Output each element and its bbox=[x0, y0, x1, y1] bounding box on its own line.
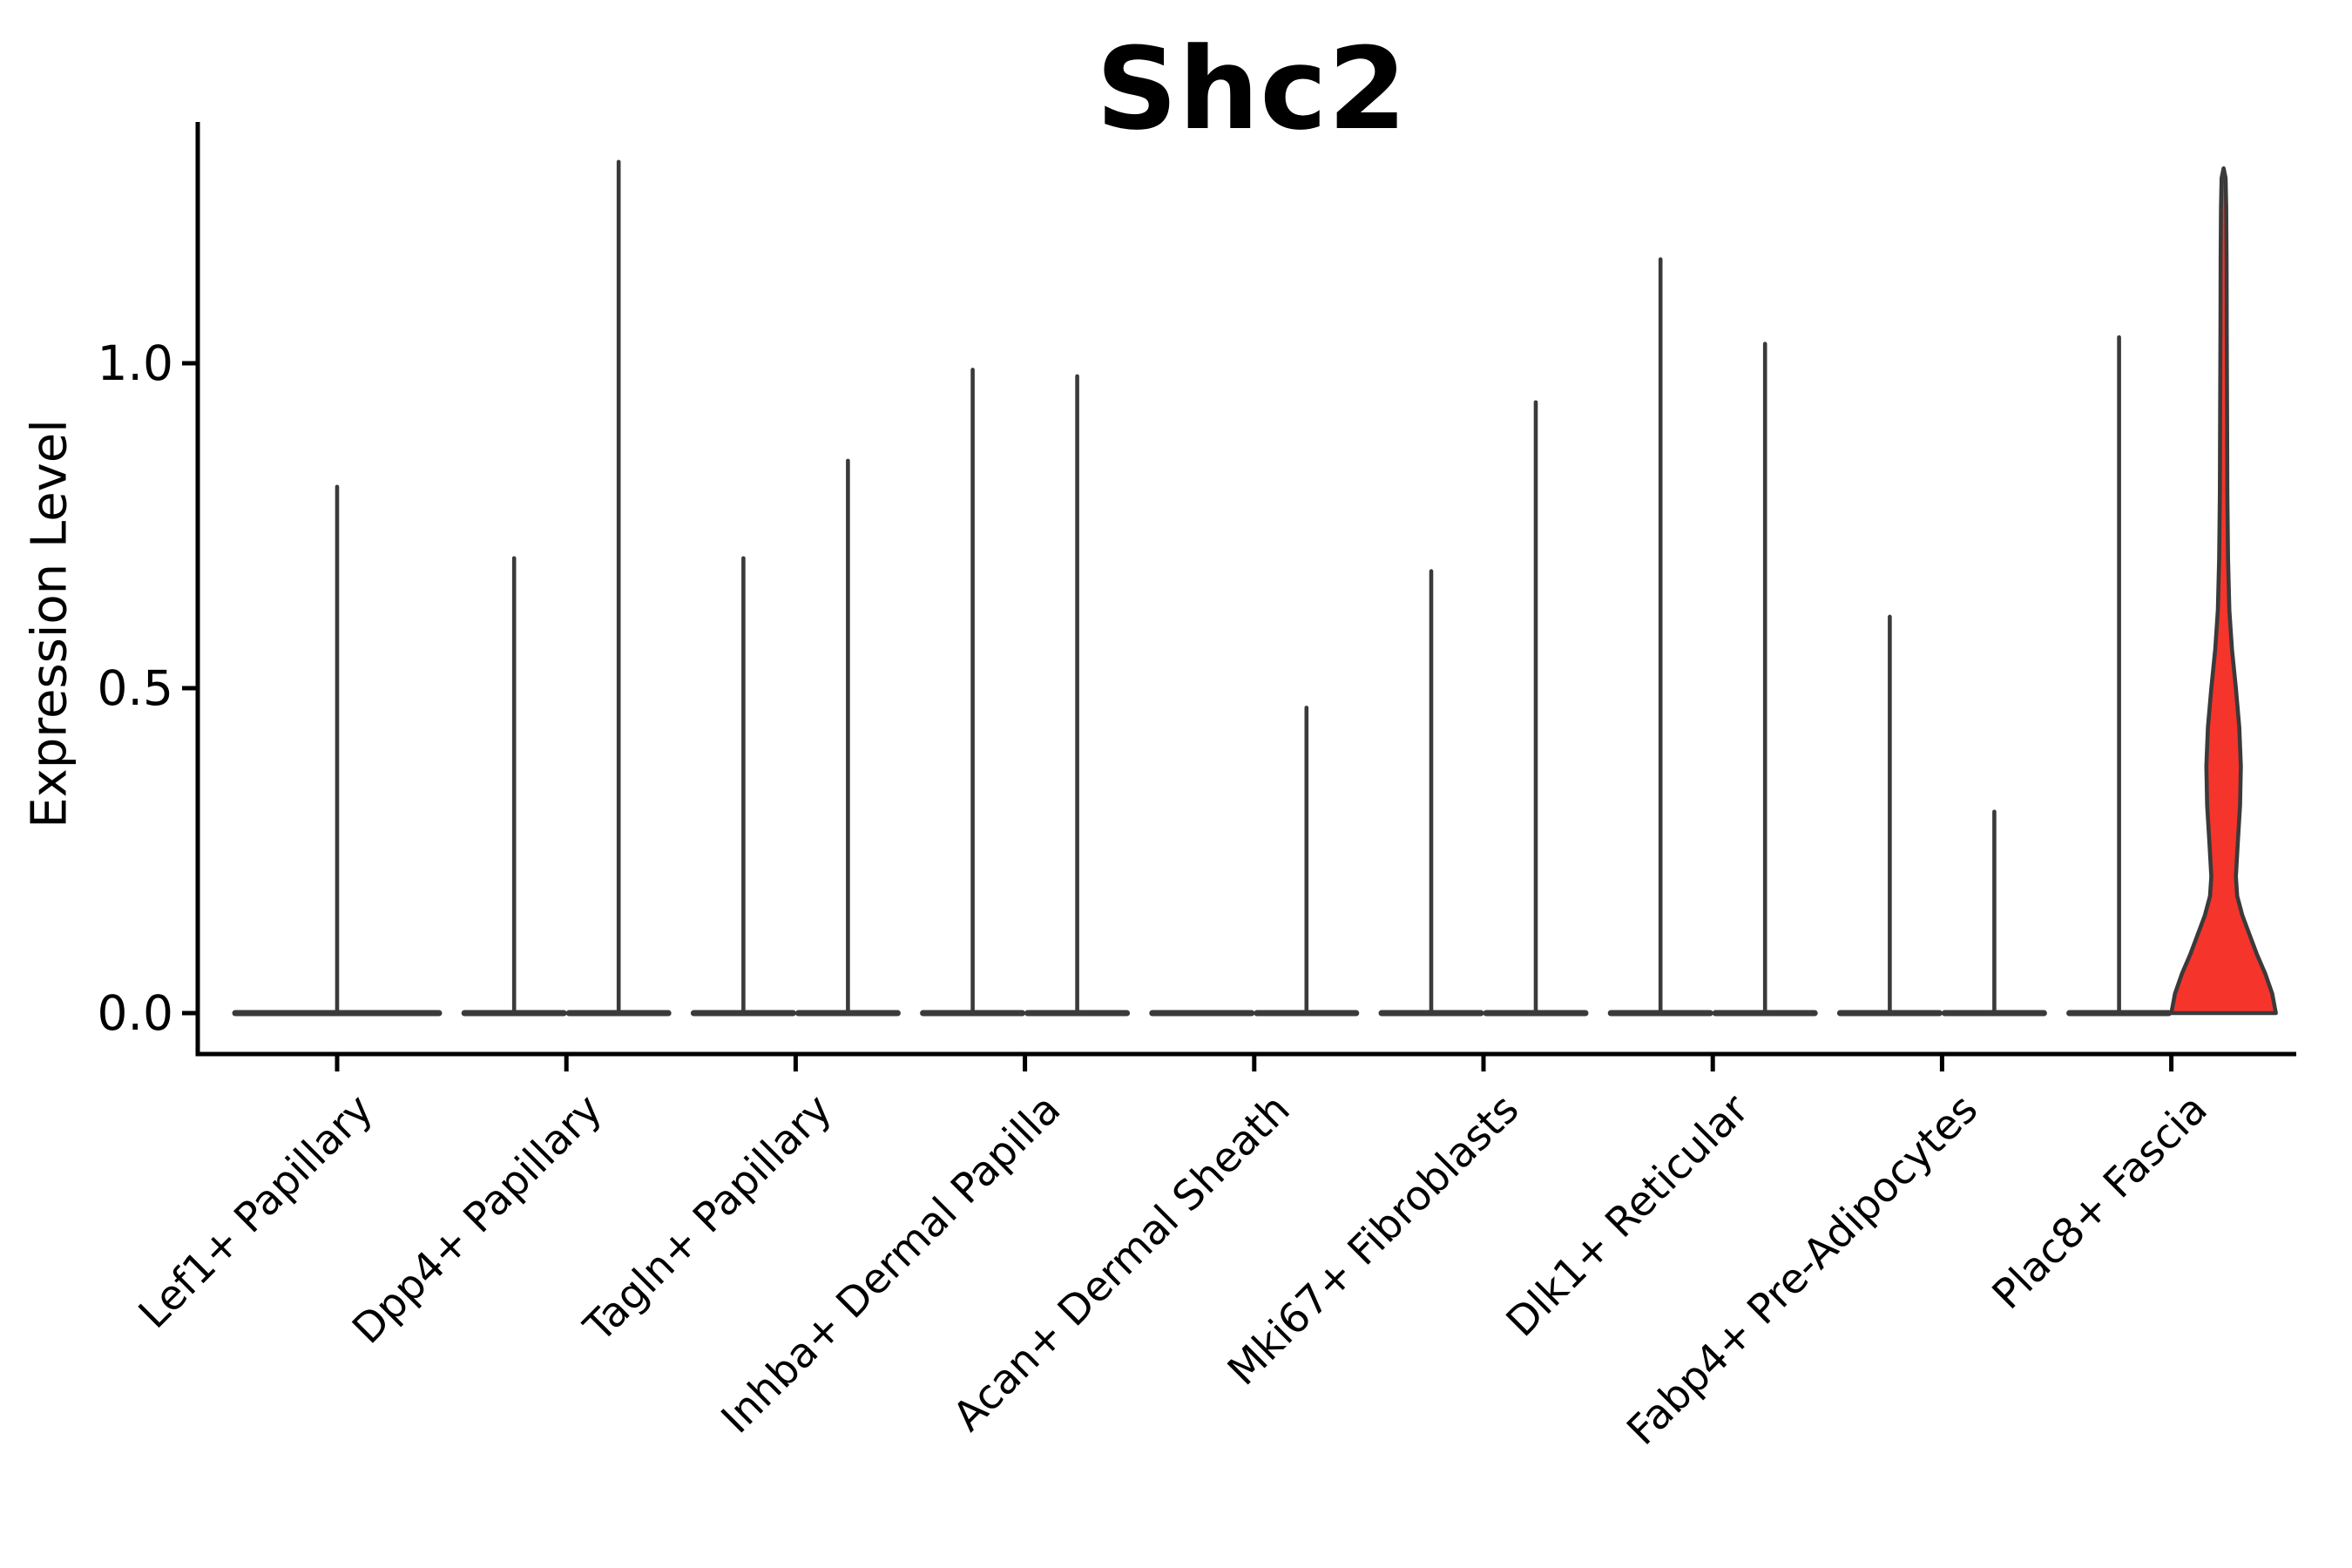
y-tick-label: 1.0 bbox=[97, 335, 173, 391]
chart-title: Shc2 bbox=[1096, 23, 1408, 155]
y-tick-label: 0.5 bbox=[97, 660, 173, 716]
y-axis-label: Expression Level bbox=[21, 419, 78, 828]
y-tick-label: 0.0 bbox=[97, 985, 173, 1041]
violin-body-highlight bbox=[2169, 166, 2278, 1016]
